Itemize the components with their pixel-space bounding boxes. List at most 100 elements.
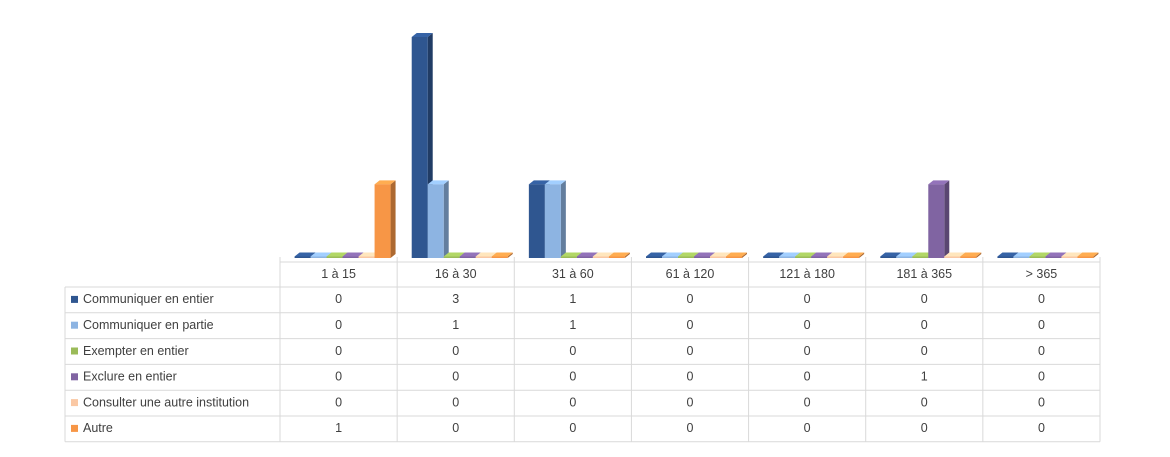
bar-front <box>443 256 460 258</box>
bar <box>1077 252 1099 258</box>
bar-front <box>1013 256 1030 258</box>
bar <box>928 180 950 258</box>
table-value: 0 <box>687 421 694 435</box>
bar-top <box>1029 252 1051 257</box>
bar-front <box>896 256 913 258</box>
bar-top <box>795 252 817 257</box>
bar-side <box>976 252 982 258</box>
bar-top <box>694 252 715 257</box>
table-value: 1 <box>569 292 576 306</box>
legend-label: Exempter en entier <box>83 344 189 358</box>
bar-top <box>646 252 667 257</box>
bar <box>726 252 747 258</box>
bar-top <box>576 252 598 257</box>
bar-top <box>960 252 982 257</box>
legend-label: Communiquer en partie <box>83 318 214 332</box>
bar-front <box>646 256 662 258</box>
bar-front <box>1061 256 1078 258</box>
bar-front <box>294 256 311 258</box>
bar-top <box>411 33 433 37</box>
bar-top <box>997 252 1019 257</box>
table-value: 0 <box>804 395 811 409</box>
bar-front <box>528 184 545 258</box>
bar-front <box>358 256 375 258</box>
bar-front <box>560 256 577 258</box>
table-value: 0 <box>804 421 811 435</box>
table-value: 0 <box>335 370 342 384</box>
table-value: 0 <box>569 421 576 435</box>
bar-front <box>960 256 977 258</box>
legend-label: Autre <box>83 421 113 435</box>
bar-front <box>662 256 678 258</box>
bar-front <box>576 256 593 258</box>
table-value: 0 <box>1038 344 1045 358</box>
bar-side <box>507 252 513 258</box>
legend-swatch <box>71 399 78 407</box>
bar-front <box>827 256 844 258</box>
table-value: 0 <box>452 421 459 435</box>
bar-top <box>560 252 582 257</box>
bar-front <box>374 184 391 258</box>
category-label: 121 à 180 <box>779 267 835 281</box>
bar-front <box>491 256 508 258</box>
table-value: 0 <box>804 344 811 358</box>
bar-top <box>678 252 699 257</box>
bar-top <box>779 252 801 257</box>
table-value: 0 <box>1038 318 1045 332</box>
bar-side <box>624 252 630 258</box>
legend-swatch <box>71 321 78 329</box>
bar-top <box>358 252 380 257</box>
bar-top <box>912 252 934 257</box>
table-value: 0 <box>921 395 928 409</box>
bar <box>427 180 449 258</box>
bar-side <box>944 180 950 258</box>
table-value: 0 <box>921 344 928 358</box>
table-value: 0 <box>569 370 576 384</box>
table-value: 0 <box>687 292 694 306</box>
legend-swatch <box>71 347 78 355</box>
table-value: 1 <box>452 318 459 332</box>
table-value: 0 <box>687 395 694 409</box>
table-value: 1 <box>921 370 928 384</box>
bar-front <box>811 256 828 258</box>
bar-top <box>342 252 364 257</box>
table-value: 0 <box>452 344 459 358</box>
bar-front <box>427 184 444 258</box>
bar-front <box>342 256 359 258</box>
bar <box>608 252 630 258</box>
bar-top <box>827 252 849 257</box>
table-value: 1 <box>569 318 576 332</box>
bar-top <box>726 252 747 257</box>
category-label: 31 à 60 <box>552 267 594 281</box>
bar-front <box>1077 256 1094 258</box>
table-value: 0 <box>1038 395 1045 409</box>
bar-top <box>310 252 332 257</box>
bar-top <box>294 252 316 257</box>
category-label: 61 à 120 <box>666 267 715 281</box>
legend-swatch <box>71 424 78 432</box>
bar-front <box>694 256 710 258</box>
bar-front <box>997 256 1014 258</box>
bar-front <box>678 256 694 258</box>
bar-front <box>880 256 897 258</box>
bar-side <box>443 180 449 258</box>
table-value: 3 <box>452 292 459 306</box>
bar-front <box>843 256 860 258</box>
bar-front <box>1029 256 1046 258</box>
category-label: > 365 <box>1026 267 1058 281</box>
table-value: 0 <box>804 370 811 384</box>
bar-side <box>742 252 747 258</box>
bar-top <box>592 252 614 257</box>
table-value: 0 <box>921 318 928 332</box>
category-label: 16 à 30 <box>435 267 477 281</box>
bar-front <box>592 256 609 258</box>
category-label: 1 à 15 <box>321 267 356 281</box>
bar-top <box>1013 252 1035 257</box>
legend-label: Communiquer en entier <box>83 292 214 306</box>
bar-top <box>528 180 550 185</box>
bar-top <box>1077 252 1099 257</box>
legend-swatch <box>71 373 78 381</box>
bar-front <box>1045 256 1062 258</box>
table-value: 1 <box>335 421 342 435</box>
bar-front <box>326 256 343 258</box>
